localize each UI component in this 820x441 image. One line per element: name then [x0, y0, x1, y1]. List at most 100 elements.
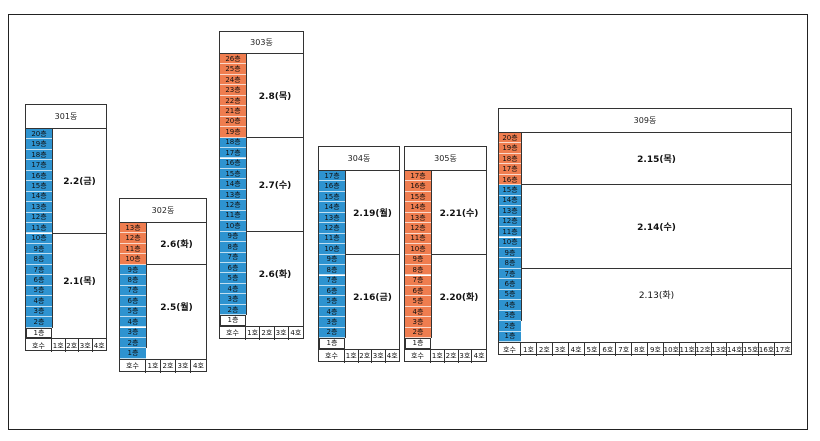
floor-label: 18층 — [220, 137, 246, 149]
floor-label: 1층 — [319, 338, 345, 349]
floor-label: 3층 — [405, 317, 431, 328]
building-title: 309동 — [499, 109, 791, 133]
floor-label: 17층 — [26, 160, 52, 171]
floor-label: 13층 — [405, 212, 431, 224]
unit-header-label: 호수 — [405, 349, 431, 363]
floor-label: 8층 — [319, 265, 345, 276]
unit-header-row: 호수 1호 2호 3호 4호 — [120, 358, 206, 373]
floor-label: 9층 — [120, 264, 146, 276]
schedule-date-group: 2.6(화) — [246, 231, 303, 316]
floor-label: 2층 — [26, 317, 52, 328]
floor-label: 14층 — [220, 179, 246, 190]
floor-label: 9층 — [26, 243, 52, 255]
floor-label: 20층 — [220, 116, 246, 128]
floor-label: 19층 — [499, 143, 521, 154]
floor-label: 12층 — [499, 216, 521, 228]
unit-number: 2호 — [260, 326, 275, 340]
floor-label: 5층 — [26, 285, 52, 297]
floor-label: 5층 — [120, 306, 146, 318]
floor-label: 3층 — [319, 317, 345, 328]
unit-number: 4호 — [386, 352, 398, 361]
floor-label: 9층 — [499, 247, 521, 259]
floor-label: 15층 — [405, 191, 431, 203]
unit-header-row: 호수 1호 2호 3호 4호 — [26, 338, 106, 352]
floor-label: 16층 — [499, 174, 521, 186]
unit-header-row: 호수 1호 2호 3호 4호 — [405, 348, 486, 363]
floor-label: 7층 — [319, 275, 345, 286]
floor-label: 10층 — [120, 254, 146, 265]
building-title: 303동 — [220, 32, 303, 54]
unit-number: 2호 — [445, 349, 459, 363]
floor-label: 5층 — [220, 273, 246, 284]
floor-label: 3층 — [499, 310, 521, 322]
floor-label: 13층 — [499, 206, 521, 217]
unit-number: 5호 — [585, 343, 601, 356]
building-1: 301동 20층 19층 18층 17층 16층 15층 14층 13층 12층 11층 10층 9층 8… — [25, 104, 107, 352]
unit-number: 6호 — [600, 343, 617, 356]
floor-label: 4층 — [120, 317, 146, 328]
schedule-frame — [8, 14, 808, 430]
floor-label: 6층 — [405, 285, 431, 297]
floor-label: 1층 — [405, 338, 431, 349]
floor-label: 9층 — [405, 254, 431, 266]
floor-label: 7층 — [499, 268, 521, 280]
floor-label: 8층 — [120, 275, 146, 286]
floor-label: 8층 — [499, 258, 521, 269]
schedule-date-group: 2.16(금) — [345, 254, 399, 339]
floor-label: 19층 — [26, 139, 52, 150]
unit-number: 3호 — [79, 339, 93, 352]
floor-label: 2층 — [319, 327, 345, 339]
unit-header-label: 호수 — [26, 339, 52, 352]
unit-number: 13호 — [712, 343, 728, 356]
floor-label: 7층 — [120, 285, 146, 297]
schedule-date-group: 2.19(월) — [345, 171, 399, 255]
unit-number: 3호 — [176, 359, 191, 373]
floor-label: 13층 — [319, 212, 345, 224]
floor-label: 8층 — [26, 254, 52, 265]
floor-label: 7층 — [220, 252, 246, 263]
unit-number: 2호 — [537, 343, 553, 356]
unit-number: 8호 — [632, 343, 648, 356]
unit-number: 4호 — [569, 343, 585, 356]
floor-label: 15층 — [499, 185, 521, 196]
floor-label: 17층 — [405, 171, 431, 182]
unit-number: 2호 — [66, 339, 79, 352]
floor-label: 4층 — [26, 296, 52, 307]
floor-label: 12층 — [26, 212, 52, 224]
floor-label: 5층 — [319, 296, 345, 307]
floor-label: 15층 — [220, 168, 246, 180]
floor-label: 13층 — [26, 202, 52, 213]
floor-label: 25층 — [220, 64, 246, 75]
unit-number: 1호 — [345, 349, 359, 363]
floor-label: 8층 — [220, 242, 246, 253]
unit-number: 3호 — [275, 326, 289, 340]
floor-label: 17층 — [499, 164, 521, 175]
unit-number: 12호 — [696, 343, 712, 356]
unit-header-label: 호수 — [120, 359, 146, 373]
floor-label: 2층 — [405, 327, 431, 339]
floor-label: 17층 — [319, 171, 345, 182]
unit-number: 14호 — [727, 343, 744, 356]
floor-label: 16층 — [26, 170, 52, 182]
floor-label: 9층 — [319, 254, 345, 266]
unit-number: 1호 — [431, 349, 445, 363]
unit-number: 1호 — [246, 326, 261, 340]
floor-label: 20층 — [499, 133, 521, 144]
floor-label: 23층 — [220, 85, 246, 96]
unit-number: 4호 — [193, 362, 204, 371]
unit-number: 4호 — [93, 341, 105, 350]
schedule-date-group: 2.5(월) — [146, 264, 206, 349]
schedule-date-group: 2.8(목) — [246, 54, 303, 138]
floor-label: 12층 — [220, 200, 246, 211]
floor-label: 5층 — [405, 296, 431, 307]
floor-label: 11층 — [120, 243, 146, 255]
floor-label: 3층 — [220, 294, 246, 305]
floor-label: 22층 — [220, 95, 246, 107]
unit-number: 2호 — [161, 359, 176, 373]
floor-label: 11층 — [405, 233, 431, 245]
floor-label: 1층 — [120, 348, 146, 359]
floor-label: 16층 — [319, 181, 345, 192]
floor-label: 10층 — [319, 244, 345, 255]
floor-label: 6층 — [220, 263, 246, 274]
floor-label: 9층 — [220, 231, 246, 243]
